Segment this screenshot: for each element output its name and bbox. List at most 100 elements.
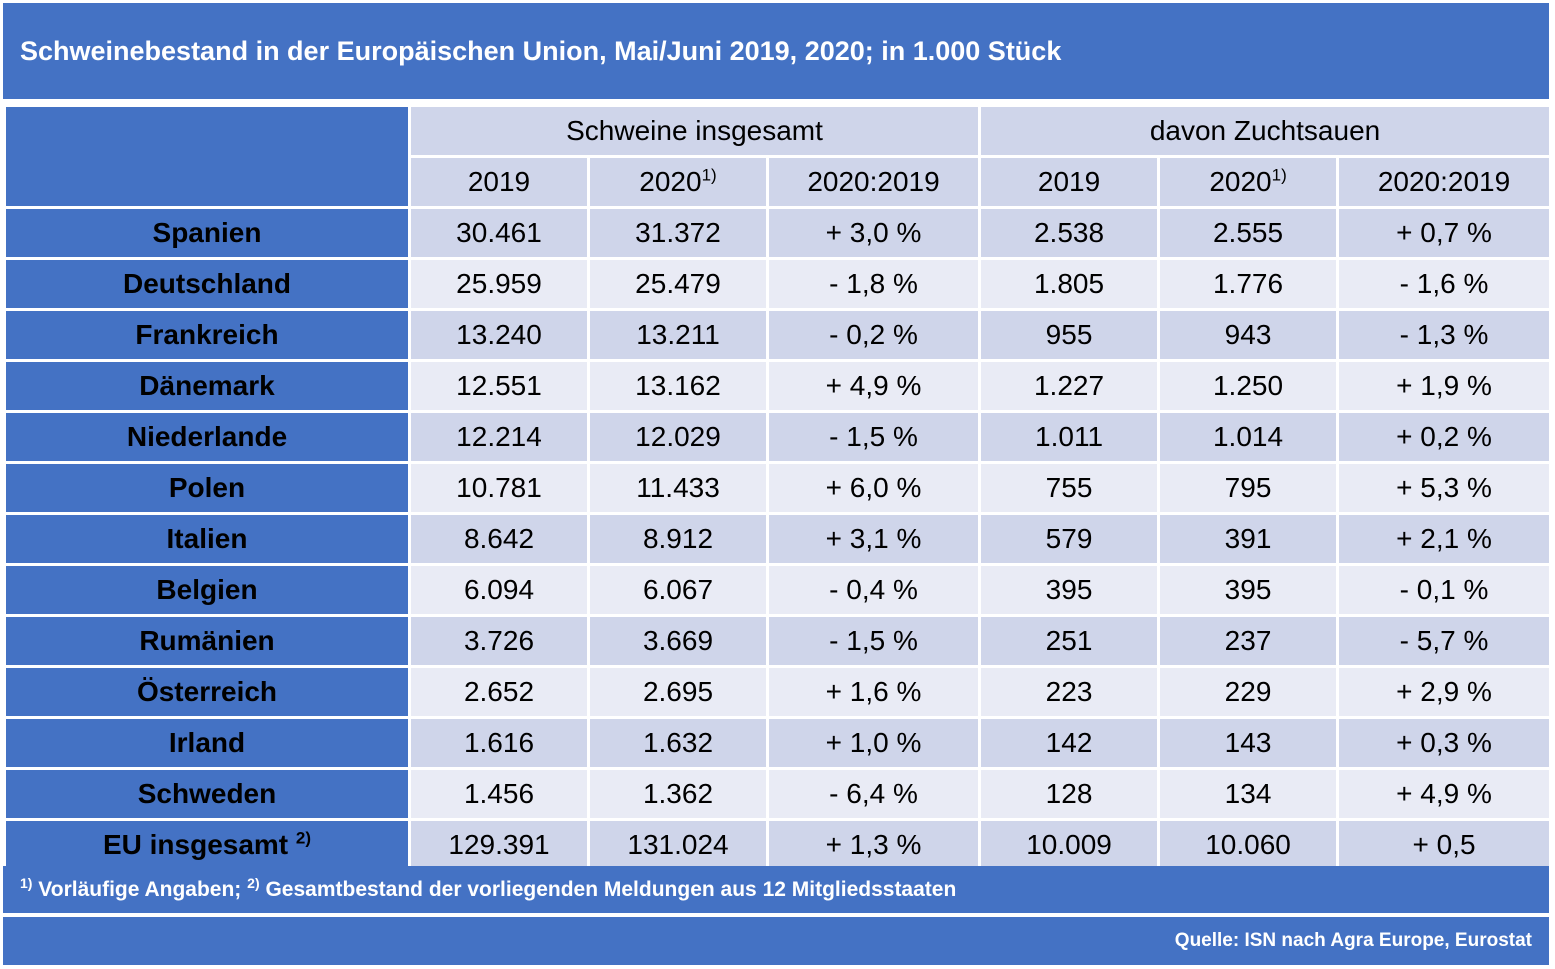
- header-year-text: 2020: [639, 166, 702, 197]
- cell-zuchtsauen-2020: 237: [1157, 614, 1340, 668]
- cell-zuchtsauen-ratio: - 5,7 %: [1336, 614, 1553, 668]
- cell-schweine-ratio: - 0,4 %: [765, 563, 982, 617]
- cell-zuchtsauen-ratio: - 1,6 %: [1336, 257, 1553, 311]
- footnote-text-2: Gesamtbestand der vorliegenden Meldungen…: [265, 877, 957, 901]
- cell-zuchtsauen-2019: 128: [978, 767, 1161, 821]
- pig-population-table: Schweine insgesamt davon Zuchtsauen 2019…: [3, 104, 1553, 872]
- cell-zuchtsauen-ratio: + 0,5: [1336, 818, 1553, 872]
- row-country-label: EU insgesamt 2): [3, 818, 411, 872]
- cell-zuchtsauen-2019: 223: [978, 665, 1161, 719]
- footnote-mark: 1): [701, 165, 717, 185]
- cell-zuchtsauen-2019: 10.009: [978, 818, 1161, 872]
- row-country-label: Dänemark: [3, 359, 411, 413]
- header-schweine-2020: 20201): [587, 155, 769, 209]
- header-schweine-2019: 2019: [408, 155, 590, 209]
- cell-schweine-2019: 13.240: [408, 308, 590, 362]
- cell-zuchtsauen-2019: 1.227: [978, 359, 1161, 413]
- cell-zuchtsauen-ratio: + 0,3 %: [1336, 716, 1553, 770]
- cell-schweine-ratio: + 1,0 %: [765, 716, 982, 770]
- table-row: Schweden 1.456 1.362- 6,4 % 128 134 + 4,9 %: [3, 767, 1553, 821]
- footnote-bar: 1) Vorläufige Angaben; 2) Gesamtbestand …: [3, 866, 1549, 913]
- row-country-label: Italien: [3, 512, 411, 566]
- cell-zuchtsauen-2020: 395: [1157, 563, 1340, 617]
- cell-schweine-2020: 6.067: [587, 563, 769, 617]
- row-country-label: Rumänien: [3, 614, 411, 668]
- table-row: Dänemark 12.551 13.162 + 4,9 % 1.227 1.250 + 1…: [3, 359, 1553, 413]
- cell-schweine-2020: 1.632: [587, 716, 769, 770]
- cell-zuchtsauen-2019: 2.538: [978, 206, 1161, 260]
- cell-schweine-ratio: - 6,4 %: [765, 767, 982, 821]
- cell-schweine-2019: 12.551: [408, 359, 590, 413]
- cell-schweine-2019: 25.959: [408, 257, 590, 311]
- cell-zuchtsauen-2020: 1.250: [1157, 359, 1340, 413]
- country-name: Dänemark: [139, 370, 275, 401]
- cell-schweine-2019: 1.456: [408, 767, 590, 821]
- cell-schweine-ratio: + 6,0 %: [765, 461, 982, 515]
- cell-zuchtsauen-ratio: + 0,2 %: [1336, 410, 1553, 464]
- cell-zuchtsauen-2019: 579: [978, 512, 1161, 566]
- cell-schweine-ratio: - 0,2 %: [765, 308, 982, 362]
- cell-schweine-2020: 13.162: [587, 359, 769, 413]
- cell-zuchtsauen-2020: 795: [1157, 461, 1340, 515]
- footnote-text-1: Vorläufige Angaben;: [38, 877, 242, 901]
- cell-zuchtsauen-2019: 755: [978, 461, 1161, 515]
- cell-schweine-ratio: + 3,0 %: [765, 206, 982, 260]
- cell-zuchtsauen-ratio: - 1,3 %: [1336, 308, 1553, 362]
- footnote-mark-2: 2): [247, 874, 260, 891]
- cell-schweine-ratio: + 4,9 %: [765, 359, 982, 413]
- cell-schweine-2020: 1.362: [587, 767, 769, 821]
- table-row: Deutschland 25.959 25.479- 1,8 % 1.805 1.776…: [3, 257, 1553, 311]
- header-corner-cell: [3, 104, 411, 209]
- header-group-schweine: Schweine insgesamt: [407, 104, 982, 158]
- cell-schweine-2019: 12.214: [408, 410, 590, 464]
- cell-schweine-ratio: + 1,6 %: [765, 665, 982, 719]
- cell-schweine-2020: 12.029: [587, 410, 769, 464]
- cell-schweine-2020: 8.912: [587, 512, 769, 566]
- cell-zuchtsauen-2020: 1.014: [1157, 410, 1340, 464]
- cell-schweine-2019: 129.391: [408, 818, 590, 872]
- table-row: Italien 8.642 8.912 + 3,1 % 579 391 + 2,1 %: [3, 512, 1553, 566]
- header-zuchtsauen-ratio: 2020:2019: [1336, 155, 1553, 209]
- cell-zuchtsauen-ratio: + 5,3 %: [1336, 461, 1553, 515]
- country-name: Niederlande: [126, 421, 288, 452]
- cell-zuchtsauen-2019: 1.805: [978, 257, 1161, 311]
- cell-zuchtsauen-2020: 143: [1157, 716, 1340, 770]
- country-name: Deutschland: [122, 268, 292, 299]
- cell-schweine-ratio: + 1,3 %: [765, 818, 982, 872]
- source-text: Quelle: ISN nach Agra Europe, Eurostat: [1174, 930, 1532, 951]
- cell-zuchtsauen-2020: 1.776: [1157, 257, 1340, 311]
- cell-schweine-2020: 31.372: [587, 206, 769, 260]
- cell-schweine-2020: 2.695: [587, 665, 769, 719]
- row-country-label: Schweden: [3, 767, 411, 821]
- cell-schweine-2019: 3.726: [408, 614, 590, 668]
- cell-schweine-2019: 2.652: [408, 665, 590, 719]
- table-title: Schweinebestand in der Europäischen Unio…: [20, 35, 1062, 66]
- cell-schweine-2020: 3.669: [587, 614, 769, 668]
- country-name: Rumänien: [139, 625, 275, 656]
- header-group-zuchtsauen: davon Zuchtsauen: [978, 104, 1553, 158]
- table-row: Belgien 6.094 6.067- 0,4 % 395 395- 0,1 %: [3, 563, 1553, 617]
- row-country-label: Österreich: [3, 665, 411, 719]
- cell-zuchtsauen-ratio: + 0,7 %: [1336, 206, 1553, 260]
- cell-schweine-2019: 30.461: [408, 206, 590, 260]
- footnote: 1) Vorläufige Angaben; 2) Gesamtbestand …: [20, 874, 957, 902]
- cell-schweine-ratio: - 1,5 %: [765, 614, 982, 668]
- source-bar: Quelle: ISN nach Agra Europe, Eurostat: [3, 917, 1549, 965]
- cell-schweine-2020: 11.433: [587, 461, 769, 515]
- footnote-mark-1: 1): [20, 874, 33, 891]
- cell-zuchtsauen-2020: 229: [1157, 665, 1340, 719]
- table-row: Spanien 30.461 31.372 + 3,0 % 2.538 2.555 + 0,…: [3, 206, 1553, 260]
- cell-schweine-2019: 10.781: [408, 461, 590, 515]
- table-row: Rumänien 3.726 3.669- 1,5 % 251 237- 5,7 %: [3, 614, 1553, 668]
- table-row: Frankreich 13.240 13.211- 0,2 % 955 943- 1,3…: [3, 308, 1553, 362]
- cell-schweine-2019: 1.616: [408, 716, 590, 770]
- row-country-label: Frankreich: [3, 308, 411, 362]
- country-name: Frankreich: [135, 319, 279, 350]
- country-name: Polen: [168, 472, 246, 503]
- cell-schweine-ratio: - 1,8 %: [765, 257, 982, 311]
- country-name: Belgien: [156, 574, 258, 605]
- cell-zuchtsauen-ratio: + 2,9 %: [1336, 665, 1553, 719]
- country-name: Italien: [166, 523, 248, 554]
- row-country-label: Belgien: [3, 563, 411, 617]
- table-row: Österreich 2.652 2.695 + 1,6 % 223 229 + 2,9 %: [3, 665, 1553, 719]
